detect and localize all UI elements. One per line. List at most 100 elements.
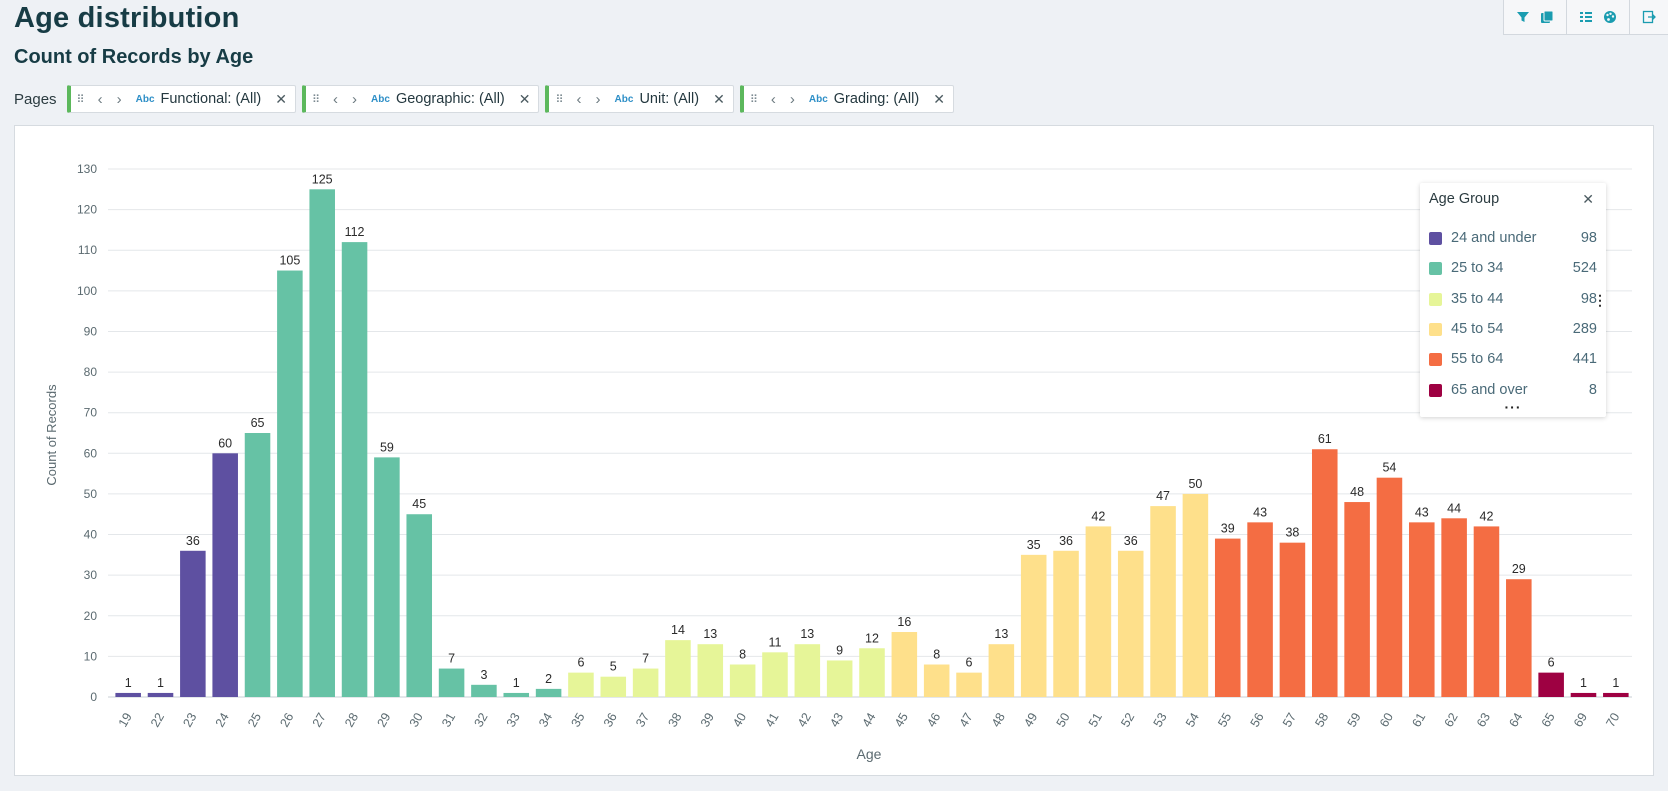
y-tick-label: 100 xyxy=(77,284,97,298)
bar[interactable] xyxy=(1214,538,1241,697)
bar[interactable] xyxy=(956,672,982,697)
legend-item[interactable]: 45 to 54 289 xyxy=(1429,319,1597,339)
bar[interactable] xyxy=(1376,477,1403,697)
bar[interactable] xyxy=(859,648,885,697)
bar[interactable] xyxy=(1020,554,1047,697)
bar[interactable] xyxy=(923,664,950,697)
bar-value-label: 48 xyxy=(1350,485,1364,499)
bar[interactable] xyxy=(1344,502,1370,697)
bar[interactable] xyxy=(1473,526,1500,697)
drag-handle-icon[interactable]: ⠿ xyxy=(555,93,563,106)
bar-value-label: 42 xyxy=(1480,509,1494,523)
legend-item[interactable]: 35 to 44 98 xyxy=(1429,289,1597,309)
bar[interactable] xyxy=(1279,542,1306,697)
bar[interactable] xyxy=(1570,692,1597,697)
bar[interactable] xyxy=(244,433,271,697)
bar[interactable] xyxy=(406,514,433,697)
y-tick-label: 0 xyxy=(90,690,97,704)
y-tick-label: 130 xyxy=(77,162,97,176)
bar[interactable] xyxy=(1311,449,1338,697)
close-icon[interactable]: ✕ xyxy=(275,90,287,107)
bar[interactable] xyxy=(438,668,465,697)
x-tick-label: 57 xyxy=(1280,710,1299,729)
bar[interactable] xyxy=(1182,493,1209,697)
bar[interactable] xyxy=(1441,518,1467,697)
bar[interactable] xyxy=(729,664,756,697)
chevron-right-icon[interactable]: › xyxy=(116,90,122,108)
bar[interactable] xyxy=(115,692,141,697)
chevron-left-icon[interactable]: ‹ xyxy=(770,90,776,108)
x-tick-label: 24 xyxy=(213,710,232,729)
bar-value-label: 1 xyxy=(1580,676,1587,690)
legend-item[interactable]: 25 to 34 524 xyxy=(1429,258,1597,278)
legend-list-icon[interactable] xyxy=(1579,10,1593,24)
bar-value-label: 13 xyxy=(800,627,814,641)
bar[interactable] xyxy=(665,640,691,697)
bar[interactable] xyxy=(568,672,594,697)
bar[interactable] xyxy=(503,692,530,697)
bar[interactable] xyxy=(212,453,238,697)
bar[interactable] xyxy=(794,644,821,697)
bar[interactable] xyxy=(1603,692,1629,697)
more-vertical-icon[interactable]: ⋮ xyxy=(1593,292,1607,308)
bar[interactable] xyxy=(277,270,303,697)
legend-item-label: 35 to 44 xyxy=(1451,291,1504,307)
bar[interactable] xyxy=(1150,506,1176,697)
filter-chip-geographic[interactable]: ⠿ ‹ › Abc Geographic: (All) ✕ xyxy=(301,85,540,113)
x-tick-label: 43 xyxy=(827,710,846,729)
bar[interactable] xyxy=(1053,550,1079,697)
bar-value-label: 54 xyxy=(1382,461,1396,475)
copy-icon[interactable] xyxy=(1540,10,1554,24)
drag-handle-icon[interactable]: ⠿ xyxy=(76,93,85,106)
filter-icon[interactable] xyxy=(1516,10,1530,24)
bar[interactable] xyxy=(762,652,788,697)
filter-chip-functional[interactable]: ⠿ ‹ › Abc Functional: (All) ✕ xyxy=(66,85,296,113)
bar[interactable] xyxy=(891,632,918,697)
chevron-left-icon[interactable]: ‹ xyxy=(97,90,103,108)
bar[interactable] xyxy=(374,457,400,697)
chevron-right-icon[interactable]: › xyxy=(789,90,795,108)
bar[interactable] xyxy=(309,189,335,698)
bar[interactable] xyxy=(600,676,627,697)
more-horizontal-icon[interactable]: ··· xyxy=(1504,399,1522,415)
legend-item[interactable]: 55 to 64 441 xyxy=(1429,349,1597,369)
bar[interactable] xyxy=(1538,672,1564,697)
bar[interactable] xyxy=(341,242,368,697)
bar-value-label: 36 xyxy=(1124,534,1138,548)
chevron-right-icon[interactable]: › xyxy=(595,90,601,108)
bar[interactable] xyxy=(1117,550,1144,697)
bar[interactable] xyxy=(471,684,497,697)
palette-icon[interactable] xyxy=(1603,10,1617,24)
close-icon[interactable]: ✕ xyxy=(933,90,945,107)
close-icon[interactable]: ✕ xyxy=(1582,191,1594,207)
legend-item[interactable]: 65 and over 8 xyxy=(1429,380,1597,400)
close-icon[interactable]: ✕ xyxy=(713,90,725,107)
close-icon[interactable]: ✕ xyxy=(518,90,531,107)
bar[interactable] xyxy=(1409,522,1435,697)
drag-handle-icon[interactable]: ⠿ xyxy=(749,93,758,106)
bar-value-label: 5 xyxy=(610,660,617,674)
bar[interactable] xyxy=(697,644,724,697)
bar[interactable] xyxy=(1085,526,1112,697)
chevron-left-icon[interactable]: ‹ xyxy=(333,90,339,108)
drag-handle-icon[interactable]: ⠿ xyxy=(311,93,320,106)
legend-item[interactable]: 24 and under 98 xyxy=(1429,228,1597,248)
text-type-icon: Abc xyxy=(808,93,828,105)
bar[interactable] xyxy=(1506,579,1532,697)
bar[interactable] xyxy=(535,688,562,697)
chevron-right-icon[interactable]: › xyxy=(352,90,358,108)
filter-chip-grading[interactable]: ⠿ ‹ › Abc Grading: (All) ✕ xyxy=(739,85,954,113)
bar[interactable] xyxy=(632,668,659,697)
bar[interactable] xyxy=(988,644,1015,697)
bar-value-label: 9 xyxy=(836,643,843,657)
chevron-left-icon[interactable]: ‹ xyxy=(576,90,582,108)
bar[interactable] xyxy=(147,692,174,697)
bar-value-label: 6 xyxy=(577,656,584,670)
bar-value-label: 1 xyxy=(125,676,132,690)
bar[interactable] xyxy=(1247,522,1273,697)
export-icon[interactable] xyxy=(1642,10,1656,24)
legend-item-count: 98 xyxy=(1580,230,1597,246)
bar[interactable] xyxy=(826,660,853,697)
bar[interactable] xyxy=(180,550,206,697)
filter-chip-unit[interactable]: ⠿ ‹ › Abc Unit: (All) ✕ xyxy=(545,85,734,113)
